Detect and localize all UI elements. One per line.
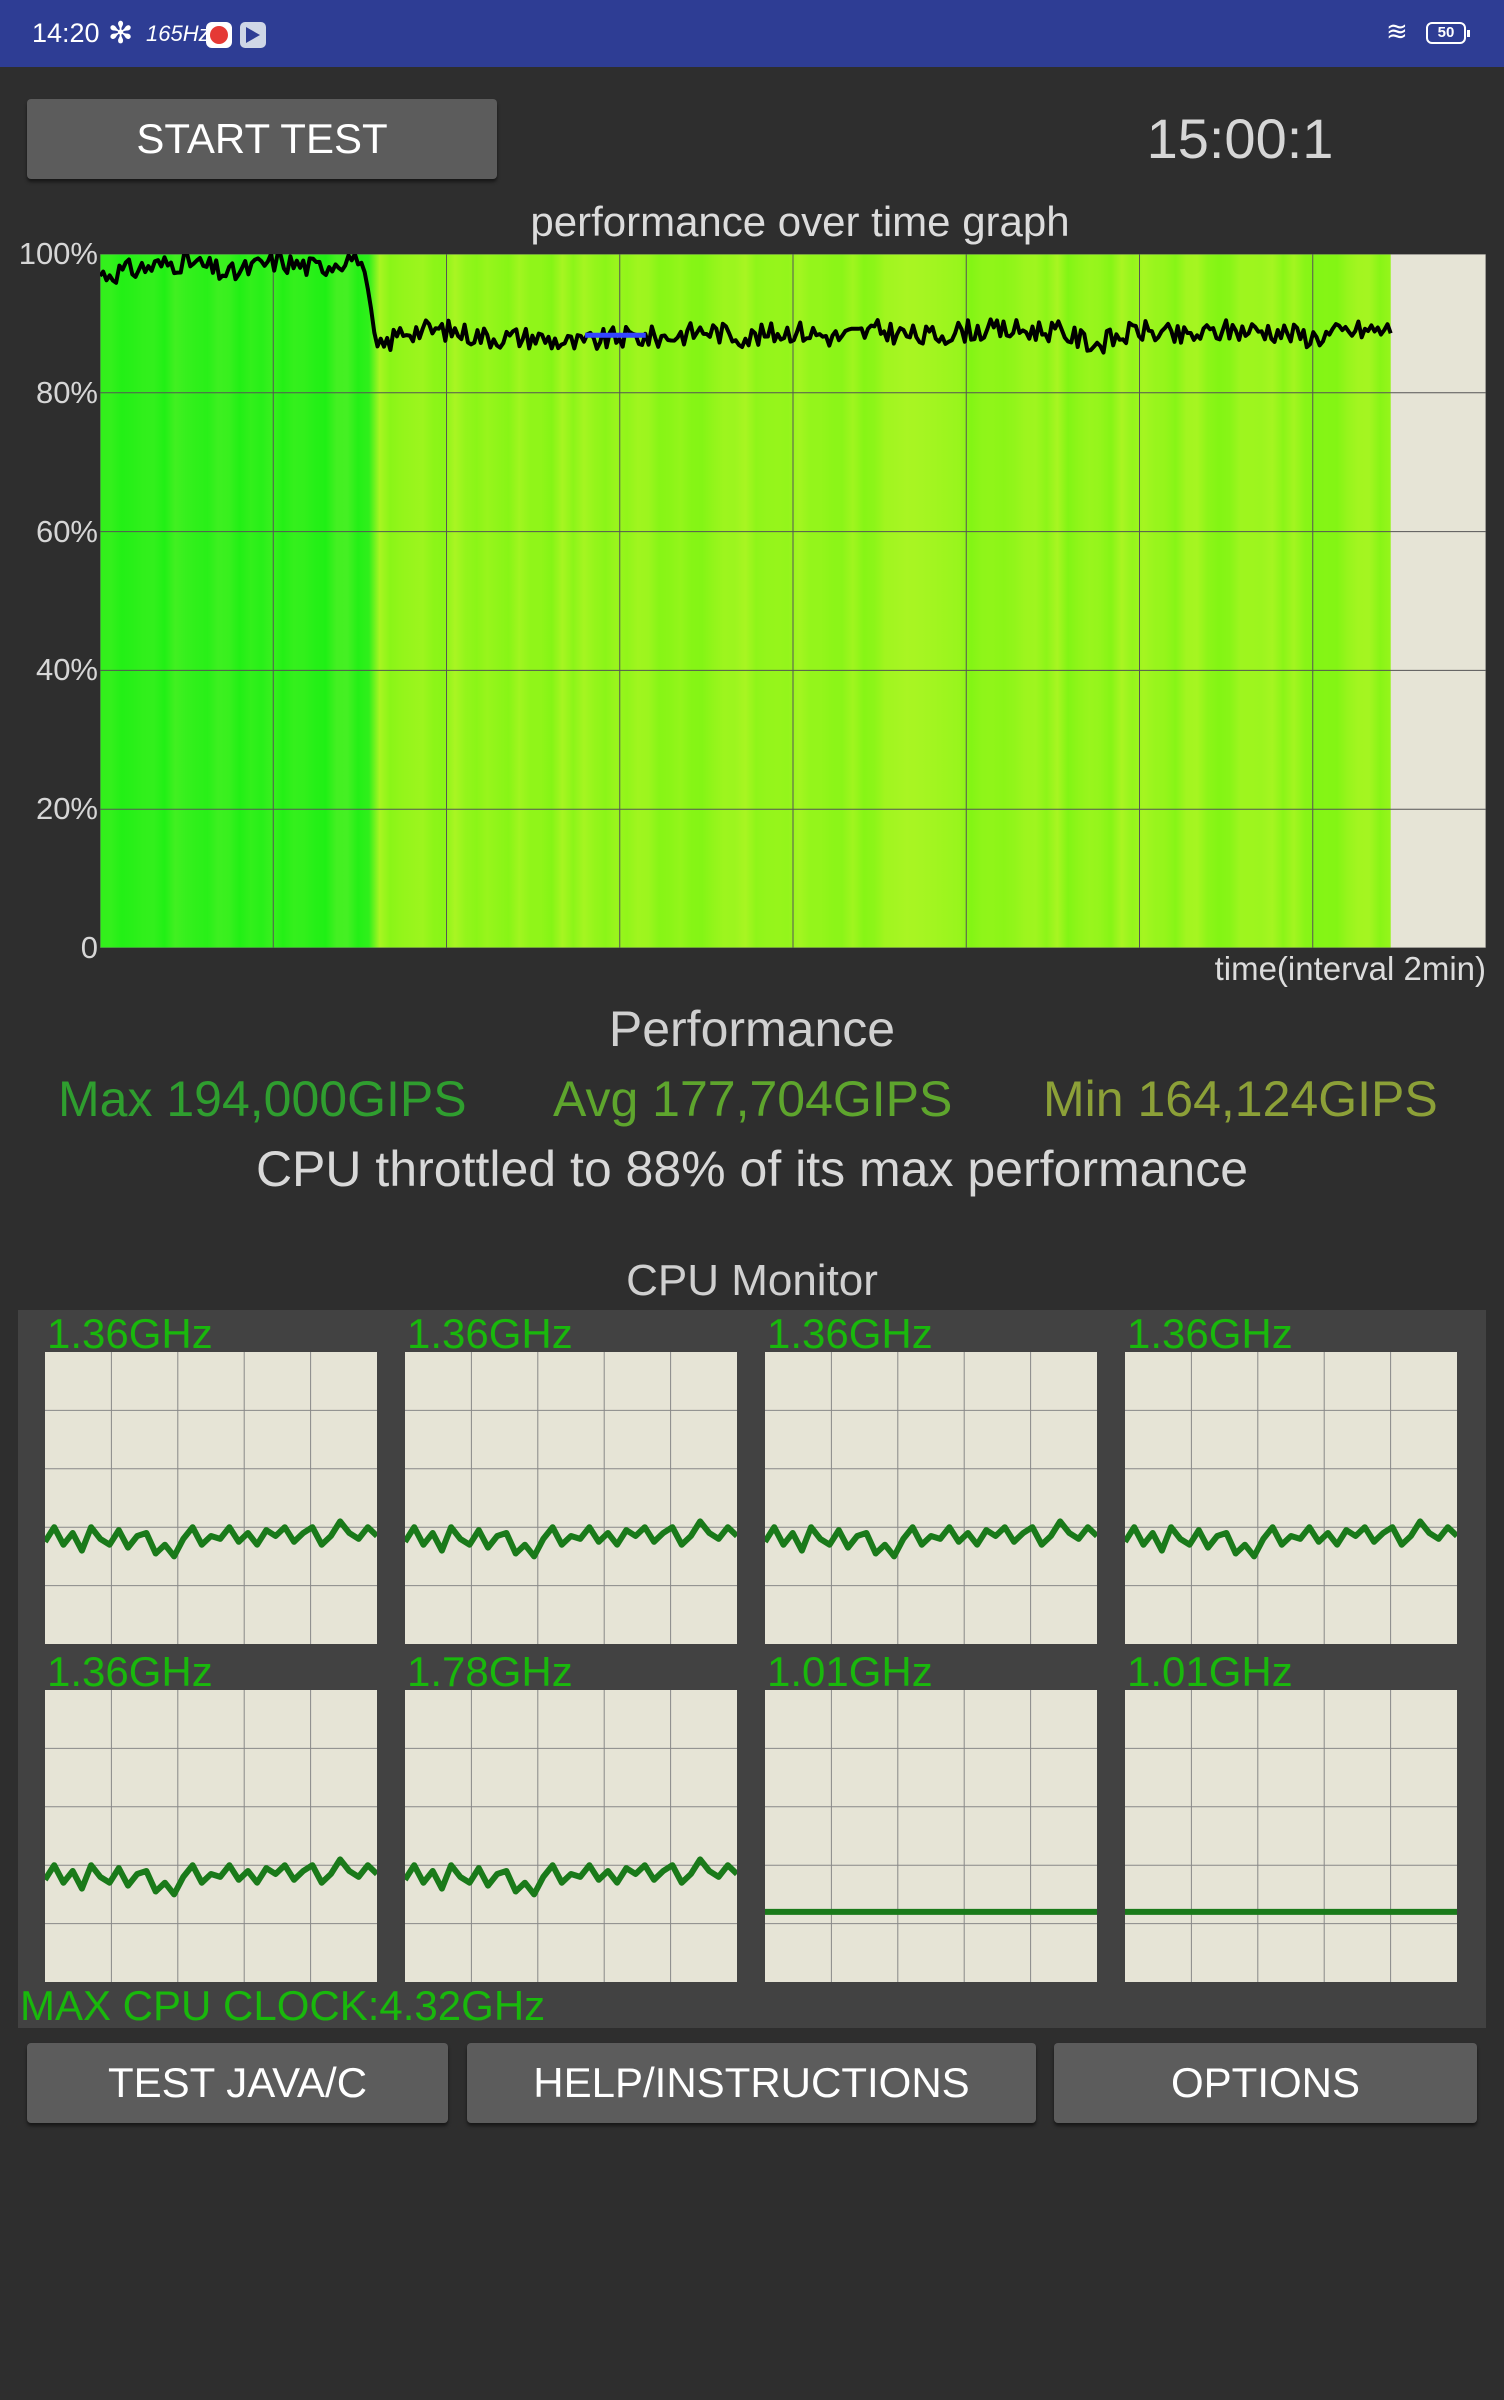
core-usage-line (405, 1518, 737, 1560)
y-tick-label: 80% (35, 374, 98, 410)
core-usage-line (45, 1856, 377, 1898)
core-frequency: 1.36GHz (407, 1310, 573, 1357)
core-usage-graph (1125, 1690, 1457, 1982)
core-usage-graph (765, 1690, 1097, 1982)
y-tick-label: 20% (35, 791, 98, 827)
y-tick-label: 40% (35, 652, 98, 688)
cpu-core-5: 1.36GHz (45, 1648, 377, 1982)
start-test-button[interactable]: START TEST (27, 99, 497, 179)
min-performance: Min 164,124GIPS (1043, 1071, 1438, 1127)
notification-play-icon (240, 22, 266, 48)
core-usage-graph (405, 1690, 737, 1982)
cpu-core-8: 1.01GHz (1125, 1648, 1457, 1982)
core-usage-graph (405, 1352, 737, 1644)
y-tick-label: 60% (35, 513, 98, 549)
y-tick-label: 100% (18, 236, 98, 271)
status-bar: 14:20 ✻ 165Hz ≋ 50 (0, 0, 1504, 67)
fan-icon: ✻ (108, 17, 134, 50)
performance-graph (100, 254, 1486, 948)
avg-performance: Avg 177,704GIPS (553, 1071, 953, 1127)
core-usage-graph (45, 1690, 377, 1982)
performance-line (100, 254, 1393, 355)
core-usage-line (765, 1518, 1097, 1560)
x-axis-label: time(interval 2min) (1214, 950, 1486, 987)
core-usage-line (45, 1518, 377, 1560)
cpu-core-1: 1.36GHz (45, 1310, 377, 1644)
core-usage-graph (1125, 1352, 1457, 1644)
core-usage-graph (765, 1352, 1097, 1644)
test-java-c-button[interactable]: TEST JAVA/C (27, 2043, 448, 2123)
cpu-core-6: 1.78GHz (405, 1648, 737, 1982)
help-instructions-button[interactable]: HELP/INSTRUCTIONS (467, 2043, 1036, 2123)
cpu-core-7: 1.01GHz (765, 1648, 1097, 1982)
battery-icon: 50 (1426, 22, 1470, 44)
refresh-rate-indicator: 165Hz (146, 21, 210, 46)
cpu-monitor-panel: 1.36GHz 1.36GHz 1.36GHz 1.36GHz 1.36GHz 1.78G… (18, 1310, 1486, 2029)
cpu-core-4: 1.36GHz (1125, 1310, 1457, 1644)
core-usage-graph (45, 1352, 377, 1644)
wifi-icon: ≋ (1386, 16, 1408, 46)
core-frequency: 1.36GHz (47, 1648, 213, 1695)
core-frequency: 1.01GHz (767, 1648, 933, 1695)
test-timer: 15:00:1 (1146, 107, 1334, 170)
core-frequency: 1.01GHz (1127, 1648, 1293, 1695)
y-tick-label: 0 (80, 930, 98, 965)
core-frequency: 1.36GHz (767, 1310, 933, 1357)
max-cpu-clock: MAX CPU CLOCK:4.32GHz (20, 1982, 546, 2029)
max-performance: Max 194,000GIPS (58, 1071, 467, 1127)
core-usage-line (405, 1856, 737, 1898)
core-usage-line (1125, 1518, 1457, 1560)
cpu-core-3: 1.36GHz (765, 1310, 1097, 1644)
core-frequency: 1.78GHz (407, 1648, 573, 1695)
throttle-summary: CPU throttled to 88% of its max performa… (255, 1141, 1249, 1197)
notification-app-icon (206, 22, 232, 48)
cpu-core-2: 1.36GHz (405, 1310, 737, 1644)
core-frequency: 1.36GHz (47, 1310, 213, 1357)
performance-fill (100, 254, 1391, 948)
cpu-monitor-heading: CPU Monitor (626, 1256, 878, 1305)
options-button[interactable]: OPTIONS (1054, 2043, 1477, 2123)
graph-title: performance over time graph (530, 198, 1070, 245)
status-time: 14:20 (32, 18, 100, 48)
performance-heading: Performance (608, 1001, 896, 1057)
core-frequency: 1.36GHz (1127, 1310, 1293, 1357)
